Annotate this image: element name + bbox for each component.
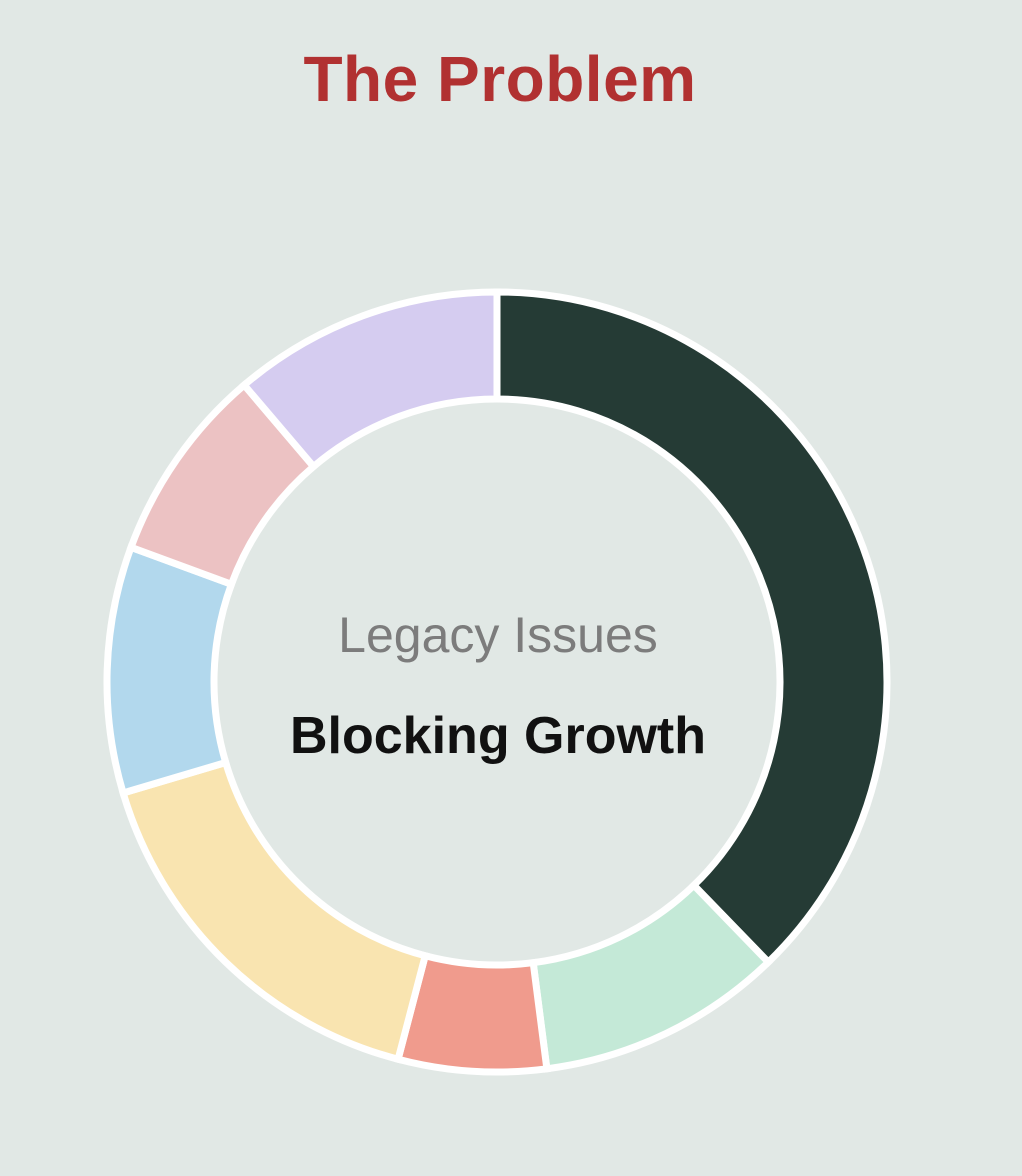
donut-slice-7	[239, 288, 501, 472]
donut-slices	[103, 288, 891, 1076]
donut-slice-4	[118, 758, 430, 1064]
donut-slice-1	[493, 288, 891, 968]
center-subtitle: Legacy Issues	[338, 607, 658, 663]
chart-title: The Problem	[303, 43, 697, 115]
center-main-label: Blocking Growth	[290, 707, 706, 765]
donut-slice-5	[103, 542, 236, 798]
